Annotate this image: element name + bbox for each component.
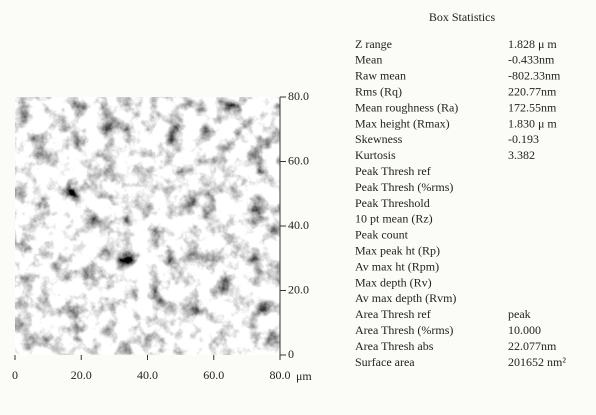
stat-label: Z range (355, 37, 392, 51)
stat-label: Area Thresh ref (355, 307, 431, 321)
stat-label: Peak Threshold (355, 196, 430, 210)
stat-label: Max height (Rmax) (355, 116, 450, 130)
stat-value: 201652 nm² (508, 355, 566, 369)
stat-value: 3.382 (508, 148, 535, 162)
stat-label: Peak Thresh ref (355, 164, 431, 178)
x-tick-label: 0 (12, 368, 18, 382)
stat-label: Peak count (355, 228, 409, 242)
stat-value: -0.193 (508, 132, 539, 146)
stat-label: Max peak ht (Rp) (355, 243, 440, 257)
stat-value: 1.830 μ m (508, 116, 557, 130)
x-tick-label: 20.0 (71, 368, 92, 382)
y-tick-label: 40.0 (288, 218, 309, 232)
stats-title: Box Statistics (429, 10, 496, 24)
y-tick-label: 0 (288, 347, 294, 361)
x-tick-label: 40.0 (137, 368, 158, 382)
y-tick-label: 20.0 (288, 282, 309, 296)
x-tick-label: 80.0 (270, 368, 291, 382)
stat-label: Raw mean (355, 69, 406, 83)
stat-label: Mean (355, 53, 382, 67)
x-unit: μm (296, 369, 312, 383)
stat-label: Area Thresh (%rms) (355, 323, 453, 337)
stat-label: Peak Thresh (%rms) (355, 180, 453, 194)
stat-value: 1.828 μ m (508, 37, 557, 51)
stat-label: Skewness (355, 132, 403, 146)
stat-value: 10.000 (508, 323, 541, 337)
stat-label: Max depth (Rv) (355, 275, 432, 289)
screen: Box Statistics 0 20.0 40.0 60.0 80.0 μm 80.0 60… (0, 0, 596, 415)
stat-value: 172.55nm (508, 100, 557, 114)
stat-value: 22.077nm (508, 339, 557, 353)
stat-label: Area Thresh abs (355, 339, 434, 353)
stat-label: Rms (Rq) (355, 84, 402, 98)
stat-value: -0.433nm (508, 53, 555, 67)
afm-image (15, 97, 280, 355)
stat-label: Av max ht (Rpm) (355, 259, 439, 273)
stat-label: Mean roughness (Ra) (355, 100, 458, 114)
y-tick-label: 60.0 (288, 153, 309, 167)
stat-label: Kurtosis (355, 148, 396, 162)
stat-value: peak (508, 307, 531, 321)
stat-label: 10 pt mean (Rz) (355, 212, 433, 226)
stat-value: -802.33nm (508, 69, 561, 83)
stat-label: Surface area (355, 355, 415, 369)
stat-label: Av max depth (Rvm) (355, 291, 456, 305)
stat-value: 220.77nm (508, 84, 557, 98)
x-tick-label: 60.0 (203, 368, 224, 382)
y-tick-label: 80.0 (288, 89, 309, 103)
